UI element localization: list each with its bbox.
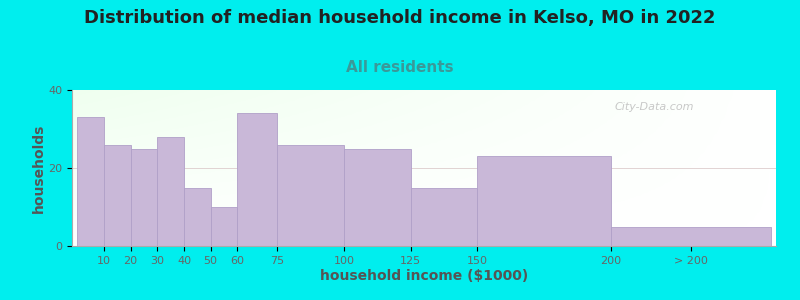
Bar [410, 188, 478, 246]
Bar [184, 188, 210, 246]
Bar [104, 145, 130, 246]
Bar [130, 148, 158, 246]
Bar [610, 226, 770, 246]
Text: Distribution of median household income in Kelso, MO in 2022: Distribution of median household income … [84, 9, 716, 27]
Bar [478, 156, 610, 246]
Bar [78, 117, 104, 246]
Text: City-Data.com: City-Data.com [614, 103, 694, 112]
Bar [344, 148, 410, 246]
X-axis label: household income ($1000): household income ($1000) [320, 268, 528, 283]
Bar [158, 137, 184, 246]
Bar [278, 145, 344, 246]
Y-axis label: households: households [31, 123, 46, 213]
Bar [210, 207, 238, 246]
Text: All residents: All residents [346, 60, 454, 75]
Bar [238, 113, 278, 246]
